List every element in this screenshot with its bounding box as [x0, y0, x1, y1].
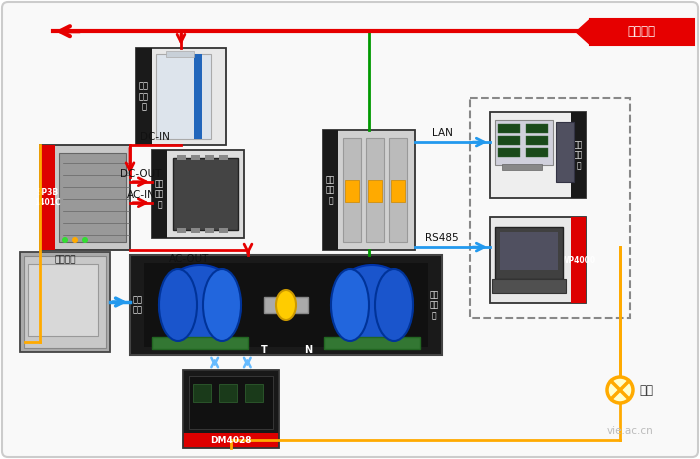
- Circle shape: [82, 237, 88, 243]
- Bar: [323, 130, 415, 250]
- Bar: [526, 136, 548, 145]
- Bar: [40, 145, 130, 250]
- Bar: [59, 153, 126, 242]
- Text: 光纤: 光纤: [639, 384, 653, 397]
- Text: vie.ac.cn: vie.ac.cn: [607, 426, 653, 437]
- Bar: [205, 155, 214, 160]
- Bar: [264, 297, 308, 313]
- Bar: [498, 124, 520, 133]
- Text: DC-IN: DC-IN: [140, 132, 170, 142]
- Bar: [571, 112, 586, 198]
- Text: 被试
电机: 被试 电机: [133, 295, 143, 315]
- Bar: [500, 232, 558, 270]
- Text: RS485: RS485: [425, 233, 458, 243]
- Bar: [526, 124, 548, 133]
- Text: 测功
机控
制: 测功 机控 制: [326, 175, 335, 205]
- Polygon shape: [576, 19, 590, 45]
- Bar: [189, 376, 273, 429]
- Text: 电源进线: 电源进线: [628, 25, 656, 39]
- Bar: [571, 217, 586, 303]
- Bar: [219, 228, 228, 233]
- Text: SP3B
1401C: SP3B 1401C: [34, 188, 61, 207]
- Text: 水冷系统: 水冷系统: [55, 256, 76, 264]
- Bar: [205, 228, 214, 233]
- Ellipse shape: [159, 269, 197, 341]
- Bar: [193, 384, 211, 402]
- Bar: [324, 337, 420, 349]
- Bar: [173, 158, 238, 230]
- Ellipse shape: [375, 269, 413, 341]
- Bar: [590, 19, 694, 45]
- Text: WP4000: WP4000: [561, 256, 596, 264]
- Bar: [177, 228, 186, 233]
- Bar: [498, 136, 520, 145]
- Bar: [24, 256, 106, 348]
- Bar: [245, 384, 263, 402]
- Bar: [152, 150, 167, 238]
- Bar: [152, 337, 248, 349]
- Text: N: N: [304, 345, 312, 355]
- Bar: [219, 384, 237, 402]
- Bar: [136, 48, 226, 145]
- Bar: [490, 217, 586, 303]
- Bar: [366, 138, 384, 242]
- Ellipse shape: [331, 269, 369, 341]
- Bar: [166, 51, 194, 57]
- Ellipse shape: [203, 269, 241, 341]
- Bar: [219, 155, 228, 160]
- Bar: [389, 138, 407, 242]
- Bar: [368, 180, 382, 202]
- Bar: [20, 252, 110, 352]
- Circle shape: [62, 237, 68, 243]
- Bar: [556, 122, 574, 182]
- Bar: [391, 180, 405, 202]
- Text: DC-OUT: DC-OUT: [120, 169, 162, 179]
- Text: 电机
控制
器: 电机 控制 器: [155, 179, 164, 209]
- Bar: [136, 48, 152, 145]
- Text: AC-IN: AC-IN: [127, 190, 155, 200]
- Text: T: T: [260, 345, 267, 355]
- Bar: [130, 255, 442, 355]
- Bar: [323, 130, 338, 250]
- Bar: [28, 264, 98, 336]
- Text: LAN: LAN: [432, 128, 452, 138]
- Text: 试验
上位
机: 试验 上位 机: [574, 140, 583, 170]
- Bar: [495, 120, 553, 165]
- Bar: [183, 433, 279, 448]
- Bar: [490, 112, 586, 198]
- Bar: [495, 227, 563, 279]
- Bar: [177, 155, 186, 160]
- Bar: [144, 263, 428, 347]
- Circle shape: [607, 377, 633, 403]
- Bar: [191, 155, 200, 160]
- Bar: [156, 54, 211, 139]
- Bar: [345, 180, 359, 202]
- Bar: [343, 138, 361, 242]
- Bar: [183, 370, 279, 448]
- Bar: [191, 228, 200, 233]
- Ellipse shape: [331, 265, 413, 345]
- Bar: [183, 370, 279, 433]
- Bar: [40, 145, 55, 250]
- Text: AC-OUT: AC-OUT: [169, 254, 209, 264]
- Bar: [194, 54, 202, 139]
- Bar: [492, 279, 566, 293]
- Ellipse shape: [276, 290, 296, 320]
- Ellipse shape: [159, 265, 241, 345]
- Circle shape: [72, 237, 78, 243]
- Bar: [152, 150, 244, 238]
- Text: 电池
模拟
器: 电池 模拟 器: [139, 82, 149, 112]
- Text: 加载
测功
机: 加载 测功 机: [429, 290, 439, 320]
- Bar: [502, 164, 542, 170]
- Text: DM4028: DM4028: [210, 436, 252, 445]
- Bar: [470, 98, 630, 318]
- Bar: [498, 148, 520, 157]
- Bar: [526, 148, 548, 157]
